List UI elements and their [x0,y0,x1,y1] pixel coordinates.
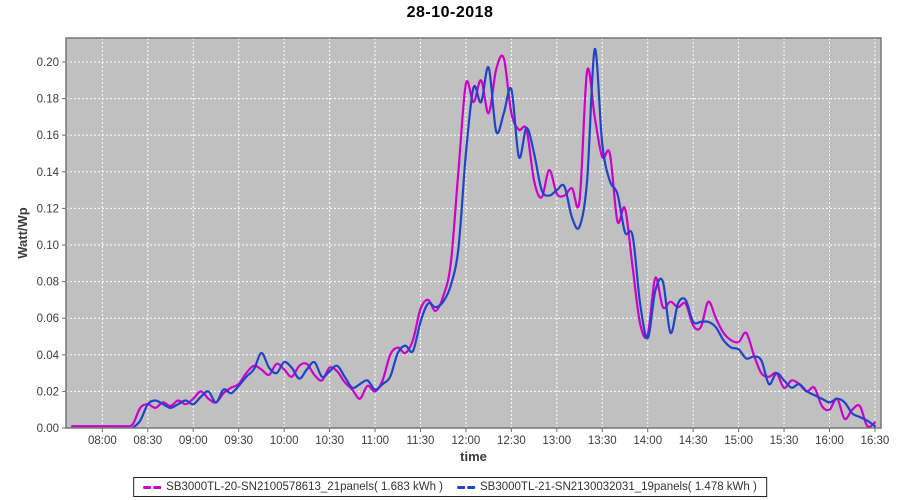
y-tick-label: 0.12 [37,203,59,215]
x-tick-label: 10:30 [315,435,344,447]
x-tick-label: 10:00 [270,435,299,447]
y-tick-label: 0.20 [37,57,59,69]
legend: SB3000TL-20-SN2100578613_21panels( 1.683… [133,477,767,497]
series-line-1 [71,54,876,428]
x-tick-label: 15:00 [724,435,753,447]
x-tick-label: 13:00 [542,435,571,447]
y-tick-label: 0.14 [37,167,60,179]
x-tick-label: 13:30 [588,435,617,447]
series-line-2 [131,48,876,428]
x-tick-label: 12:00 [452,435,481,447]
y-axis-label: Watt/Wp [15,207,30,259]
y-tick-label: 0.02 [37,386,59,398]
x-tick-label: 14:30 [679,435,708,447]
y-tick-label: 0.08 [37,277,59,289]
x-tick-label: 14:00 [633,435,662,447]
legend-label-series2: SB3000TL-21-SN2130032031_19panels( 1.478… [480,481,757,493]
series1-line-swatch-icon [143,485,162,489]
y-tick-label: 0.06 [37,313,59,325]
y-tick-label: 0.16 [37,130,59,142]
legend-label-series1: SB3000TL-20-SN2100578613_21panels( 1.683… [166,481,443,493]
x-tick-label: 16:30 [861,435,890,447]
legend-item-series1: SB3000TL-20-SN2100578613_21panels( 1.683… [143,481,443,493]
series2-line-swatch-icon [457,485,475,489]
x-tick-label: 08:00 [88,435,117,447]
x-tick-label: 11:00 [361,435,389,447]
x-tick-label: 11:30 [407,435,435,447]
y-tick-label: 0.04 [37,350,60,362]
x-tick-label: 12:30 [497,435,526,447]
x-tick-label: 08:30 [133,435,162,447]
y-tick-label: 0.00 [37,423,59,435]
x-tick-label: 16:00 [815,435,844,447]
x-axis-label: time [460,449,487,464]
x-tick-label: 09:00 [179,435,208,447]
x-tick-label: 09:30 [224,435,253,447]
x-tick-label: 15:30 [770,435,799,447]
y-tick-label: 0.18 [37,94,59,106]
y-tick-label: 0.10 [37,240,59,252]
chart-title: 28-10-2018 [406,4,494,21]
legend-item-series2: SB3000TL-21-SN2130032031_19panels( 1.478… [457,481,757,493]
